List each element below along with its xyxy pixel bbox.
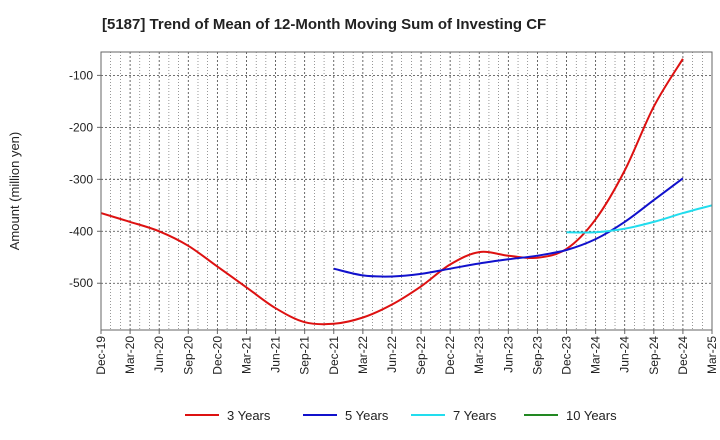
chart-plot: -500 -400 -300 -200 -100 Dec-19 Mar-20 Jun-20 S… <box>7 51 719 375</box>
x-tick-label: Dec-23 <box>560 336 574 375</box>
x-tick-label: Mar-22 <box>356 336 370 374</box>
x-tick-label: Jun-22 <box>385 336 399 373</box>
x-tick-label: Mar-23 <box>472 336 486 374</box>
y-tick-label: -200 <box>69 120 93 134</box>
x-tick-label: Jun-21 <box>269 336 283 373</box>
plot-frame <box>100 51 713 331</box>
legend-label: 3 Years <box>227 407 271 423</box>
legend: 3 Years 5 Years 7 Years 10 Years <box>0 404 720 426</box>
legend-item-10-years: 10 Years <box>524 404 617 426</box>
x-tick-label: Dec-21 <box>327 336 341 375</box>
y-axis-title: Amount (million yen) <box>7 132 22 251</box>
legend-swatch <box>303 414 337 416</box>
y-tick-label: -400 <box>69 224 93 238</box>
series-line-5-years <box>333 177 684 278</box>
x-tick-label: Dec-20 <box>210 336 224 375</box>
legend-label: 10 Years <box>566 407 617 423</box>
legend-swatch <box>411 414 445 416</box>
y-tick-label: -100 <box>69 68 93 82</box>
x-tick-label: Sep-24 <box>647 336 661 375</box>
x-tick-label: Mar-25 <box>705 336 719 374</box>
legend-item-7-years: 7 Years <box>411 404 496 426</box>
x-tick-label: Sep-21 <box>298 336 312 375</box>
x-tick-label: Mar-21 <box>239 336 253 374</box>
legend-item-3-years: 3 Years <box>185 404 270 426</box>
x-tick-label: Sep-20 <box>181 336 195 375</box>
x-tick-label: Dec-19 <box>94 336 108 375</box>
series-line-7-years <box>566 204 713 234</box>
legend-swatch <box>185 414 219 416</box>
series-line-3-years <box>100 58 684 326</box>
chart-title: [5187] Trend of Mean of 12-Month Moving … <box>102 16 547 33</box>
x-tick-label: Mar-20 <box>123 336 137 374</box>
legend-swatch <box>524 414 558 416</box>
legend-item-5-years: 5 Years <box>303 404 388 426</box>
legend-label: 7 Years <box>453 407 497 423</box>
y-tick-label: -300 <box>69 172 93 186</box>
x-tick-label: Jun-23 <box>501 336 515 373</box>
x-tick-label: Dec-24 <box>676 336 690 375</box>
x-tick-label: Mar-24 <box>589 336 603 374</box>
x-tick-label: Sep-23 <box>530 336 544 375</box>
x-tick-label: Jun-24 <box>618 336 632 373</box>
x-tick-label: Dec-22 <box>443 336 457 375</box>
y-tick-label: -500 <box>69 276 93 290</box>
x-tick-label: Sep-22 <box>414 336 428 375</box>
legend-label: 5 Years <box>345 407 389 423</box>
x-tick-label: Jun-20 <box>152 336 166 373</box>
